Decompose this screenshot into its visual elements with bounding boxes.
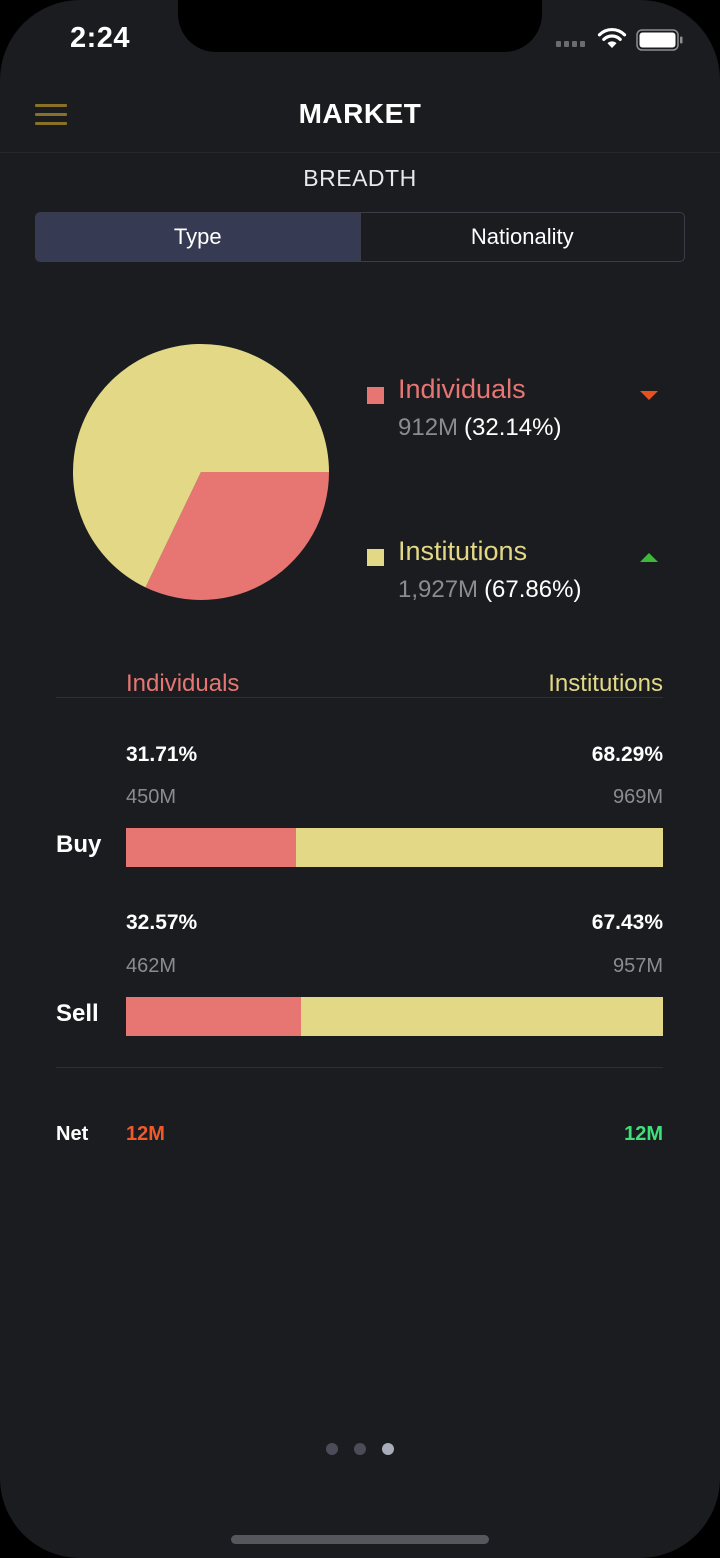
net-divider [56, 1067, 663, 1068]
device-notch [178, 0, 542, 52]
buy-label: Buy [56, 831, 102, 858]
legend-value-institutions: 1,927M (67.86%) [398, 576, 581, 604]
pie-slice-individuals [145, 472, 329, 600]
net-label: Net [56, 1123, 89, 1145]
page-dot-3[interactable] [382, 1443, 394, 1455]
home-indicator[interactable] [231, 1535, 489, 1544]
column-header-divider [56, 697, 663, 698]
tab-nationality[interactable]: Nationality [359, 213, 685, 261]
sell-split-bar [126, 997, 663, 1036]
sell-institutions-amount: 957M [612, 955, 663, 977]
column-header-institutions: Institutions [548, 670, 663, 697]
wifi-icon [597, 27, 627, 48]
page-dot-2[interactable] [354, 1443, 366, 1455]
status-time: 2:24 [70, 22, 131, 54]
buy-individuals-segment [126, 828, 297, 867]
legend-label-institutions: Institutions [398, 536, 528, 566]
tab-type[interactable]: Type [36, 213, 360, 261]
legend-swatch-institutions [367, 549, 384, 566]
page-title: MARKET [298, 98, 422, 129]
sell-individuals-segment [126, 997, 301, 1036]
pie-slice-institutions [73, 344, 329, 588]
hamburger-menu-icon[interactable] [35, 104, 67, 126]
buy-institutions-segment [296, 828, 663, 867]
net-individuals-value: 12M [126, 1123, 165, 1145]
sell-individuals-amount: 462M [126, 955, 177, 977]
buy-institutions-percent: 68.29% [591, 743, 663, 766]
sell-label: Sell [56, 1000, 99, 1027]
legend-institutions: Institutions 1,927M (67.86%) [367, 536, 667, 616]
legend-value-individuals: 912M (32.14%) [398, 414, 561, 442]
column-header-individuals: Individuals [126, 670, 240, 697]
net-institutions-value: 12M [624, 1123, 663, 1145]
buy-institutions-amount: 969M [612, 786, 663, 808]
trend-down-icon [640, 391, 658, 400]
battery-icon [636, 29, 683, 51]
page-indicator [326, 1443, 394, 1455]
sell-individuals-percent: 32.57% [126, 911, 198, 934]
buy-split-bar [126, 828, 663, 867]
legend-percent-institutions: (67.86%) [484, 576, 582, 603]
page-dot-1[interactable] [326, 1443, 338, 1455]
legend-amount-institutions: 1,927M [398, 576, 479, 603]
legend-percent-individuals: (32.14%) [464, 414, 562, 441]
legend-label-individuals: Individuals [398, 374, 526, 404]
sell-institutions-percent: 67.43% [591, 911, 663, 934]
section-subtitle: BREADTH [303, 165, 417, 191]
buy-individuals-percent: 31.71% [126, 743, 198, 766]
buy-individuals-amount: 450M [126, 786, 177, 808]
legend-individuals: Individuals 912M (32.14%) [367, 374, 667, 454]
legend-swatch-individuals [367, 387, 384, 404]
segmented-control: Type Nationality [35, 212, 685, 262]
trend-up-icon [640, 553, 658, 562]
cellular-signal-icon [556, 41, 585, 47]
sell-institutions-segment [300, 997, 663, 1036]
header-divider [0, 152, 720, 153]
pie-chart [73, 344, 329, 600]
legend-amount-individuals: 912M [398, 414, 459, 441]
